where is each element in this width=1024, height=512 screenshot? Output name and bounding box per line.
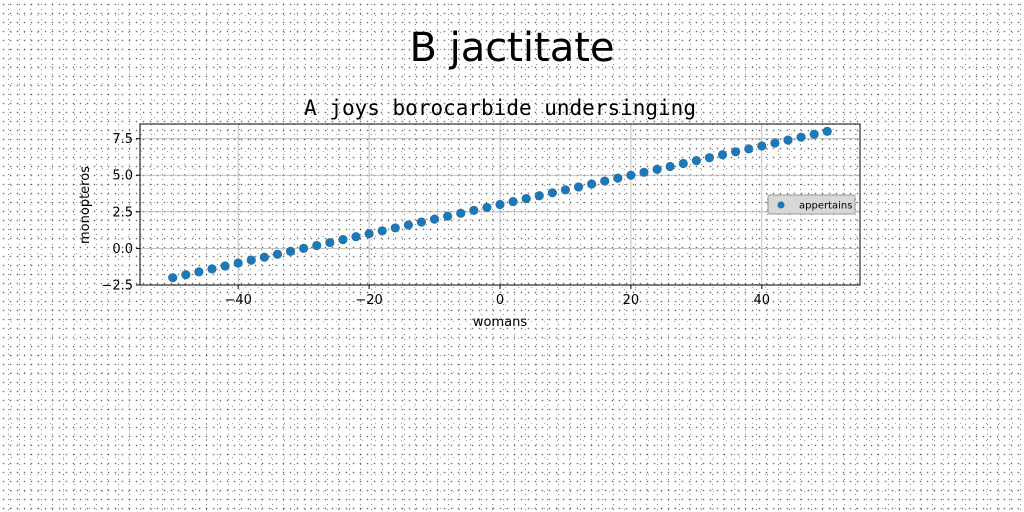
data-point: [495, 199, 505, 210]
legend-label: appertains: [799, 201, 852, 212]
data-point: [168, 273, 178, 283]
y-axis-ticks: −2.5 0.0 2.5 5.0 7.5: [101, 132, 140, 294]
y-tick-label: 7.5: [112, 132, 133, 147]
data-point: [377, 226, 387, 236]
data-point: [626, 170, 636, 180]
data-point: [312, 240, 322, 251]
data-point: [456, 208, 466, 218]
legend-marker: [777, 201, 785, 209]
data-point: [285, 246, 296, 256]
x-tick-label: 40: [754, 293, 771, 308]
data-point: [534, 191, 544, 201]
data-point: [704, 153, 715, 163]
x-axis-ticks: −40 −20 0 20 40: [224, 285, 770, 308]
data-point: [652, 164, 662, 174]
legend-box: [767, 194, 856, 215]
data-point: [809, 129, 819, 139]
data-point: [783, 135, 793, 145]
data-point: [613, 173, 623, 183]
data-point: [757, 141, 767, 151]
data-point: [587, 179, 597, 189]
data-point: [691, 155, 701, 166]
data-point: [822, 126, 832, 136]
data-point: [573, 182, 584, 192]
y-tick-label: 0.0: [112, 242, 133, 257]
legend: appertains: [767, 194, 856, 215]
x-tick-label: −20: [355, 293, 382, 308]
data-point: [194, 267, 204, 277]
y-tick-label: 2.5: [112, 205, 133, 220]
y-tick-label: −2.5: [101, 279, 133, 294]
data-point: [508, 196, 518, 207]
data-point: [678, 158, 688, 169]
data-point: [731, 147, 741, 157]
data-point: [220, 261, 230, 271]
data-point: [416, 217, 427, 227]
data-point: [665, 161, 675, 172]
data-point: [272, 249, 283, 259]
x-tick-label: −40: [224, 293, 251, 308]
data-point: [403, 220, 413, 230]
data-point: [351, 232, 361, 242]
data-point: [796, 132, 806, 142]
data-point: [744, 144, 754, 154]
data-point: [521, 194, 531, 204]
data-point: [299, 243, 309, 254]
y-tick-label: 5.0: [112, 169, 133, 184]
data-point: [482, 202, 492, 213]
data-point: [259, 252, 269, 262]
y-axis-label: monopteros: [78, 166, 93, 244]
data-point: [390, 223, 400, 233]
chart-title: A joys borocarbide undersinging: [304, 96, 696, 120]
data-point: [443, 211, 453, 221]
data-point: [181, 270, 191, 280]
data-point: [207, 264, 217, 274]
data-point: [325, 237, 335, 248]
data-point: [338, 235, 348, 245]
x-axis-label: womans: [473, 315, 527, 330]
data-point: [233, 258, 243, 268]
data-point: [429, 214, 440, 224]
data-point: [469, 205, 479, 215]
data-point: [717, 150, 728, 160]
figure-title: B jactitate: [409, 25, 615, 71]
data-point: [246, 255, 256, 265]
x-tick-label: 20: [623, 293, 640, 308]
data-point: [547, 188, 557, 198]
data-point: [639, 167, 649, 177]
x-tick-label: 0: [496, 293, 504, 308]
data-point: [600, 176, 610, 186]
data-point: [770, 138, 780, 148]
data-point: [560, 185, 571, 195]
data-point: [364, 229, 374, 239]
data-points: [168, 126, 832, 283]
